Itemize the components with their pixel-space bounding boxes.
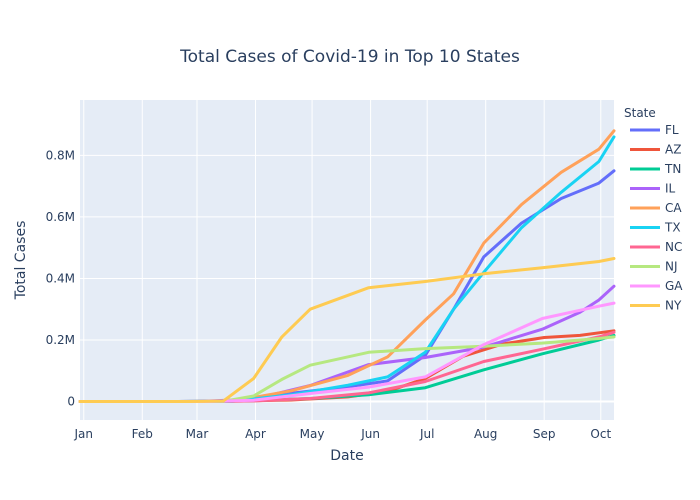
legend-label-tn[interactable]: TN: [664, 162, 681, 176]
y-tick-label: 0.2M: [46, 333, 75, 347]
legend: State FL AZ TN IL CA TX NC NJ GA NY: [624, 106, 683, 313]
series-line-ga: [78, 301, 616, 403]
legend-label-az[interactable]: AZ: [665, 143, 681, 157]
x-tick-label: Jul: [419, 427, 434, 441]
x-tick-label: Oct: [590, 427, 611, 441]
legend-label-ca[interactable]: CA: [665, 201, 682, 215]
x-axis-ticks: Jan Feb Mar Apr May Jun Jul Aug Sep Oct: [74, 427, 612, 441]
legend-label-ga[interactable]: GA: [665, 279, 683, 293]
x-tick-label: Aug: [474, 427, 497, 441]
plot-area: [80, 100, 614, 420]
y-tick-label: 0.4M: [46, 271, 75, 285]
chart-title: Total Cases of Covid-19 in Top 10 States: [179, 47, 520, 67]
series-line-ny: [78, 257, 616, 403]
legend-label-fl[interactable]: FL: [665, 123, 679, 137]
legend-label-il[interactable]: IL: [665, 182, 676, 196]
x-tick-label: Jan: [74, 427, 94, 441]
legend-label-tx[interactable]: TX: [664, 221, 681, 235]
x-tick-label: Mar: [186, 427, 209, 441]
legend-label-nj[interactable]: NJ: [665, 260, 678, 274]
x-tick-label: Apr: [245, 427, 266, 441]
gridlines: [80, 100, 614, 420]
legend-title: State: [624, 106, 656, 120]
x-tick-label: Feb: [132, 427, 153, 441]
x-tick-label: Sep: [533, 427, 556, 441]
x-tick-label: Jun: [360, 427, 380, 441]
y-tick-label: 0.8M: [46, 148, 75, 162]
y-axis-title: Total Cases: [13, 221, 29, 301]
legend-label-ny[interactable]: NY: [665, 299, 682, 313]
y-tick-label: 0.6M: [46, 210, 75, 224]
y-tick-label: 0: [67, 395, 75, 409]
x-axis-title: Date: [330, 448, 363, 464]
legend-label-nc[interactable]: NC: [665, 240, 682, 254]
series-lines: [78, 129, 616, 403]
x-tick-label: May: [300, 427, 325, 441]
y-axis-ticks: 0 0.2M 0.4M 0.6M 0.8M: [46, 148, 75, 408]
